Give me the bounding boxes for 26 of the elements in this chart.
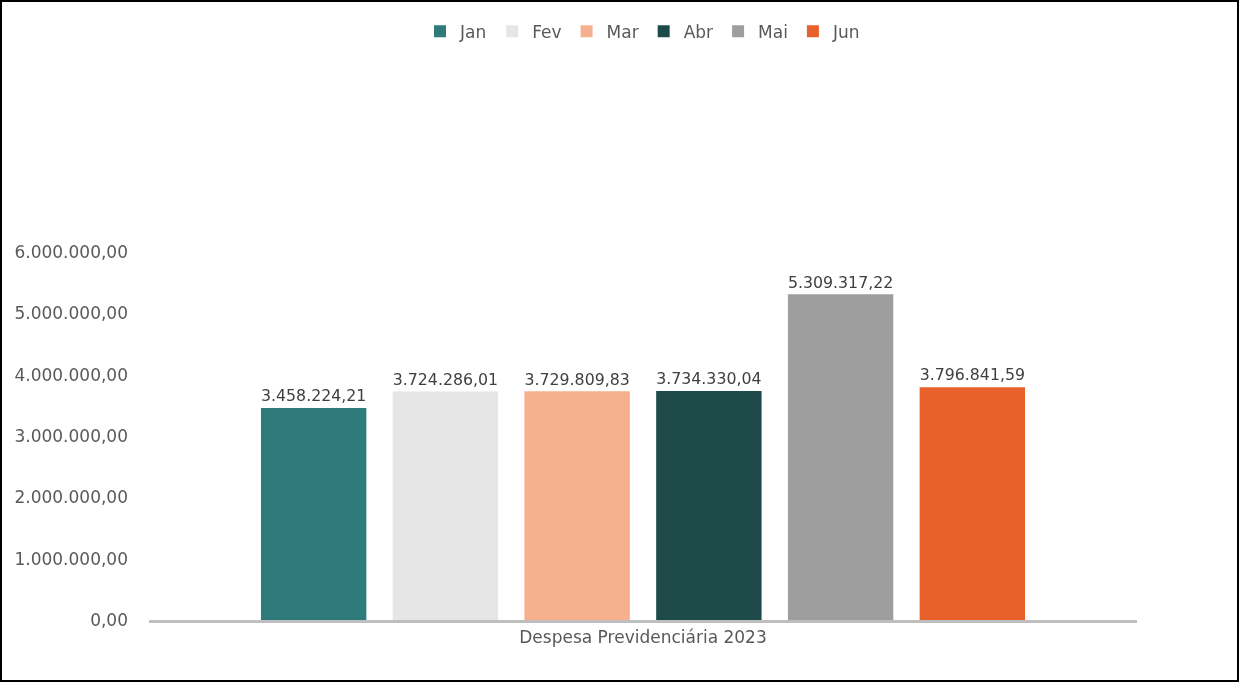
legend-label: Jan: [459, 21, 487, 42]
data-label: 3.724.286,01: [392, 369, 499, 389]
bar: [919, 387, 1026, 620]
y-tick-label: 4.000.000,00: [14, 364, 128, 385]
data-label: 3.796.841,59: [919, 365, 1025, 385]
data-label: 5.309.317,22: [787, 272, 894, 292]
legend-label: Abr: [683, 21, 714, 42]
legend-label: Mai: [758, 21, 788, 42]
x-tick-label: Despesa Previdenciária 2023: [519, 627, 767, 648]
y-tick-label: 5.000.000,00: [14, 303, 128, 324]
bar: [787, 294, 894, 620]
data-label: 3.458.224,21: [261, 386, 367, 406]
data-label: 3.729.809,83: [524, 369, 630, 389]
legend-label: Fev: [532, 21, 562, 42]
bar: [656, 390, 762, 620]
legend-label: Mar: [606, 21, 639, 42]
bar: [524, 391, 630, 620]
y-tick-label: 6.000.000,00: [14, 241, 128, 262]
y-tick-label: 3.000.000,00: [14, 425, 128, 446]
legend-label: Jun: [831, 21, 860, 42]
y-tick-label: 2.000.000,00: [14, 487, 128, 508]
data-label: 3.734.330,04: [656, 369, 762, 389]
y-tick-label: 0,00: [90, 609, 128, 630]
bar: [392, 391, 499, 620]
y-tick-label: 1.000.000,00: [14, 548, 128, 569]
bar: [260, 407, 367, 620]
